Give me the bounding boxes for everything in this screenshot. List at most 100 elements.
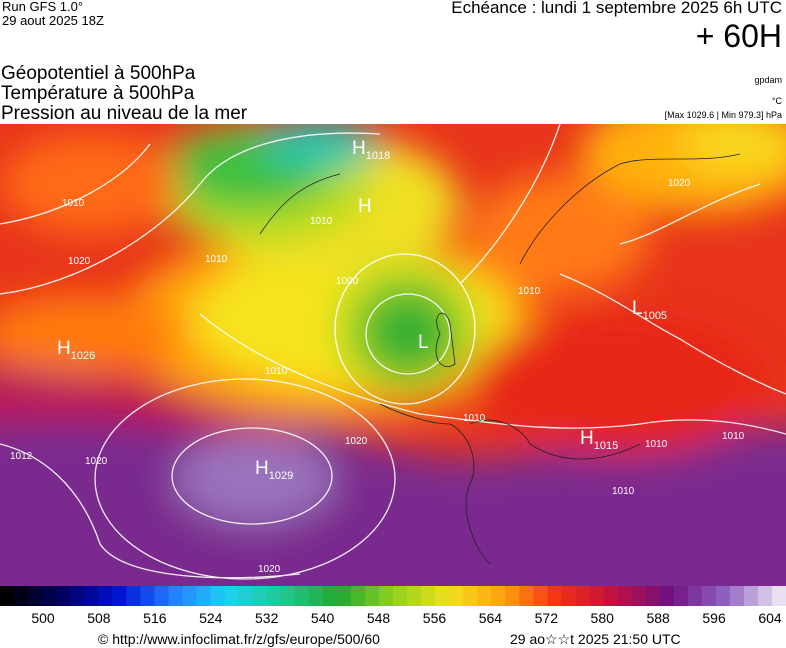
colorbar-swatch: [70, 586, 85, 606]
colorbar-tick-label: 604: [758, 610, 782, 626]
title: Température à 500hPa: [1, 83, 195, 104]
center-value: 1026: [71, 350, 95, 362]
isobar-label: 1020: [85, 456, 108, 467]
isobar-label: 1020: [345, 436, 368, 447]
title: Pression au niveau de la mer: [1, 103, 248, 124]
colorbar-swatch: [729, 586, 745, 606]
title: Géopotentiel à 500hPa: [1, 63, 196, 84]
colorbar-swatch: [140, 586, 155, 606]
colorbar-swatch: [673, 586, 689, 606]
colorbar-tick-label: 532: [255, 610, 279, 626]
colorbar-tick-label: 580: [591, 610, 615, 626]
center-value: 1005: [643, 310, 667, 322]
center-letter: L: [418, 332, 429, 353]
center-letter: H: [580, 428, 594, 449]
unit: [Max 1029.6 | Min 979.3] hPa: [664, 110, 782, 120]
colorbar-swatch: [687, 586, 703, 606]
isobar-label: 1000: [336, 276, 359, 287]
colorbar-tick-label: 596: [702, 610, 726, 626]
run-label: Run GFS 1.0°: [2, 0, 84, 14]
colorbar-swatch: [743, 586, 759, 606]
source: © http://www.infoclimat.fr/z/gfs/europe/…: [98, 631, 380, 647]
center-letter: H: [255, 458, 269, 479]
colorbar-swatch: [154, 586, 169, 606]
center-value: 1029: [269, 470, 293, 482]
colorbar-swatch: [322, 586, 338, 606]
unit: °C: [771, 96, 782, 106]
colorbar-swatch: [224, 586, 240, 606]
colorbar-swatch: [519, 586, 534, 606]
center-letter: H: [358, 196, 372, 217]
colorbar-swatch: [603, 586, 619, 606]
colorbar-tick-label: 500: [31, 610, 55, 626]
colorbar-tick-label: 524: [199, 610, 223, 626]
pressure-center: H1015: [580, 428, 618, 452]
colorbar-swatch: [84, 586, 99, 606]
colorbar-swatch: [196, 586, 212, 606]
colorbar-swatch: [112, 586, 127, 606]
colorbar-swatch: [280, 586, 296, 606]
isobar-label: 1020: [668, 178, 691, 189]
center-letter: H: [352, 138, 366, 159]
isobar-label: 1010: [265, 366, 288, 377]
colorbar-tick-label: 508: [87, 610, 111, 626]
pressure-center: H1026: [57, 338, 95, 362]
colorbar-swatch: [364, 586, 380, 606]
colorbar-swatch: [168, 586, 183, 606]
isobar-label: 1012: [10, 451, 33, 462]
unit: gpdam: [754, 75, 782, 85]
colorbar-swatch: [421, 586, 436, 606]
colorbar-swatch: [336, 586, 352, 606]
colorbar-tick-label: 516: [143, 610, 167, 626]
timestamp: 29 ao☆☆t 2025 21:50 UTC: [510, 631, 681, 647]
colorbar-swatch: [0, 586, 15, 606]
colorbar-swatch: [14, 586, 29, 606]
colorbar-swatch: [547, 586, 562, 606]
pressure-center: L: [418, 332, 429, 353]
colorbar-tick-label: 588: [646, 610, 670, 626]
colorbar-swatch: [659, 586, 675, 606]
colorbar-tick-label: 540: [311, 610, 335, 626]
forecast-time: Echéance : lundi 1 septembre 2025 6h UTC: [451, 0, 782, 17]
colorbar-swatch: [477, 586, 492, 606]
pressure-center: H: [358, 196, 372, 217]
isobar-label: 1010: [645, 439, 668, 450]
colorbar-tick-label: 564: [479, 610, 503, 626]
isobar-label: 1010: [310, 216, 333, 227]
colorbar-swatch: [308, 586, 324, 606]
colorbar-tick-label: 548: [367, 610, 391, 626]
colorbar-swatch: [407, 586, 422, 606]
isobar-label: 1010: [612, 486, 635, 497]
colorbar-swatch: [463, 586, 478, 606]
center-value: 1015: [594, 440, 618, 452]
colorbar-swatch: [378, 586, 394, 606]
colorbar-swatch: [56, 586, 71, 606]
colorbar-swatch: [294, 586, 310, 606]
lead-time: + 60H: [695, 18, 782, 54]
colorbar-swatch: [350, 586, 366, 606]
center-value: 1018: [366, 150, 390, 162]
colorbar-swatch: [617, 586, 633, 606]
colorbar-swatch: [252, 586, 268, 606]
center-letter: L: [632, 298, 643, 319]
run-date: 29 aout 2025 18Z: [2, 13, 104, 28]
colorbar-swatch: [505, 586, 520, 606]
colorbar-swatch: [449, 586, 464, 606]
colorbar-swatch: [771, 586, 786, 606]
isobar-label: 1010: [62, 198, 85, 209]
isobar-label: 1010: [205, 254, 228, 265]
colorbar-swatch: [533, 586, 548, 606]
colorbar-swatch: [589, 586, 605, 606]
colorbar-swatch: [701, 586, 717, 606]
pressure-center: H1029: [255, 458, 293, 482]
isobar-label: 1010: [722, 431, 745, 442]
colorbar-swatch: [757, 586, 773, 606]
colorbar-swatch: [28, 586, 43, 606]
colorbar: 500 508 516 524 532 540 548 556 564 572 580 588 596 6…: [0, 586, 786, 626]
colorbar-swatch: [435, 586, 450, 606]
colorbar-swatch: [266, 586, 282, 606]
colorbar-swatch: [210, 586, 226, 606]
center-letter: H: [57, 338, 71, 359]
colorbar-swatch: [182, 586, 197, 606]
